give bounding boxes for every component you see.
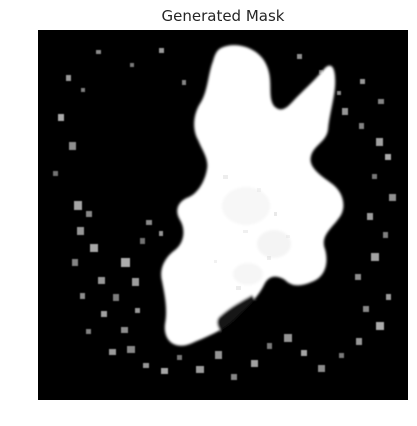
mask-texture <box>214 175 290 290</box>
background-noise <box>53 48 396 380</box>
figure-title: Generated Mask <box>161 7 285 25</box>
mask-image <box>38 30 408 400</box>
mask-foreground-shape <box>161 45 344 346</box>
mask-image-canvas <box>38 30 408 400</box>
